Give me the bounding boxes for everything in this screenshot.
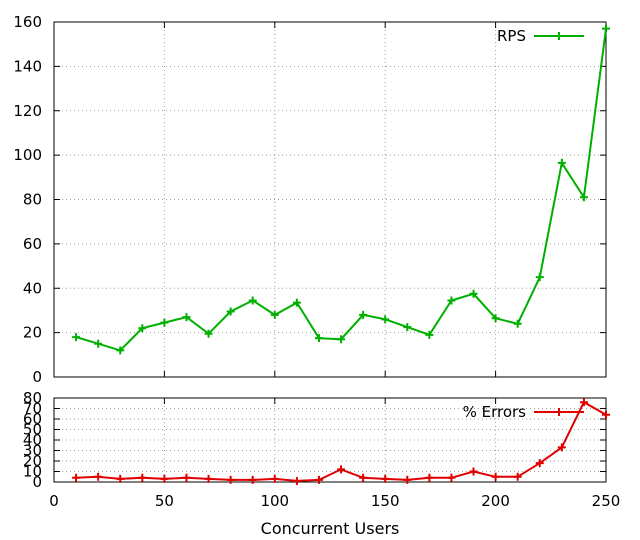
data-point-marker <box>447 296 456 305</box>
data-point-marker <box>403 475 412 484</box>
x-tick-label: 200 <box>481 492 510 510</box>
data-point-marker <box>425 330 434 339</box>
y-tick-label: 140 <box>13 57 42 75</box>
data-point-marker <box>182 473 191 482</box>
x-axis-title: Concurrent Users <box>261 519 400 538</box>
data-point-marker <box>314 334 323 343</box>
y-tick-label: 40 <box>23 279 42 297</box>
y-tick-label: 40 <box>23 431 42 449</box>
data-point-marker <box>160 474 169 483</box>
data-point-marker <box>337 465 346 474</box>
y-tick-label: 20 <box>23 324 42 342</box>
data-point-marker <box>116 474 125 483</box>
data-point-marker <box>513 319 522 328</box>
data-point-marker <box>182 313 191 322</box>
x-tick-label: 100 <box>260 492 289 510</box>
data-point-marker <box>138 324 147 333</box>
y-tick-label: 30 <box>23 442 42 460</box>
data-point-marker <box>535 459 544 468</box>
data-point-marker <box>425 473 434 482</box>
data-point-marker <box>292 476 301 485</box>
x-tick-label: 150 <box>371 492 400 510</box>
data-point-marker <box>513 472 522 481</box>
data-point-marker <box>94 472 103 481</box>
data-point-marker <box>579 398 588 407</box>
x-tick-label: 50 <box>155 492 174 510</box>
y-tick-label: 100 <box>13 146 42 164</box>
y-tick-label: 70 <box>23 400 42 418</box>
data-point-marker <box>491 314 500 323</box>
y-tick-label: 50 <box>23 421 42 439</box>
data-point-marker <box>469 467 478 476</box>
data-point-marker <box>359 310 368 319</box>
data-point-marker <box>94 339 103 348</box>
data-point-marker <box>248 296 257 305</box>
data-point-marker <box>160 318 169 327</box>
chart-panel-top: 0 20 40 60 80 100 120 140 160 RPS <box>13 13 610 386</box>
data-point-marker <box>270 310 279 319</box>
data-point-marker <box>359 473 368 482</box>
data-point-marker <box>447 473 456 482</box>
data-point-marker <box>579 193 588 202</box>
data-point-marker <box>204 474 213 483</box>
data-point-marker <box>381 315 390 324</box>
y-tick-label: 0 <box>32 473 42 491</box>
data-point-marker <box>72 473 81 482</box>
data-point-marker <box>138 473 147 482</box>
data-point-marker <box>270 474 279 483</box>
y-tick-label: 10 <box>23 463 42 481</box>
legend-marker <box>555 32 563 40</box>
data-point-marker <box>469 289 478 298</box>
data-point-marker <box>248 475 257 484</box>
data-point-marker <box>557 158 566 167</box>
data-point-marker <box>314 475 323 484</box>
y-tick-label: 80 <box>23 389 42 407</box>
data-point-marker <box>491 472 500 481</box>
y-tick-label: 0 <box>32 368 42 386</box>
y-tick-label: 160 <box>13 13 42 31</box>
data-point-marker <box>226 307 235 316</box>
y-tick-label: 60 <box>23 410 42 428</box>
data-point-marker <box>337 335 346 344</box>
x-tick-label: 0 <box>49 492 59 510</box>
y-tick-label: 120 <box>13 102 42 120</box>
data-point-marker <box>535 273 544 282</box>
data-point-marker <box>116 346 125 355</box>
data-point-marker <box>403 323 412 332</box>
data-point-marker <box>602 410 610 419</box>
data-point-marker <box>602 24 610 33</box>
y-tick-label: 60 <box>23 235 42 253</box>
legend-label: % Errors <box>463 403 527 421</box>
legend-marker <box>555 408 563 416</box>
data-point-marker <box>72 333 81 342</box>
data-point-marker <box>226 475 235 484</box>
y-tick-label: 80 <box>23 191 42 209</box>
legend-label: RPS <box>497 27 526 45</box>
data-point-marker <box>292 298 301 307</box>
data-point-marker <box>381 474 390 483</box>
data-point-marker <box>204 329 213 338</box>
y-tick-label: 20 <box>23 452 42 470</box>
data-point-marker <box>557 443 566 452</box>
x-tick-label: 250 <box>592 492 621 510</box>
